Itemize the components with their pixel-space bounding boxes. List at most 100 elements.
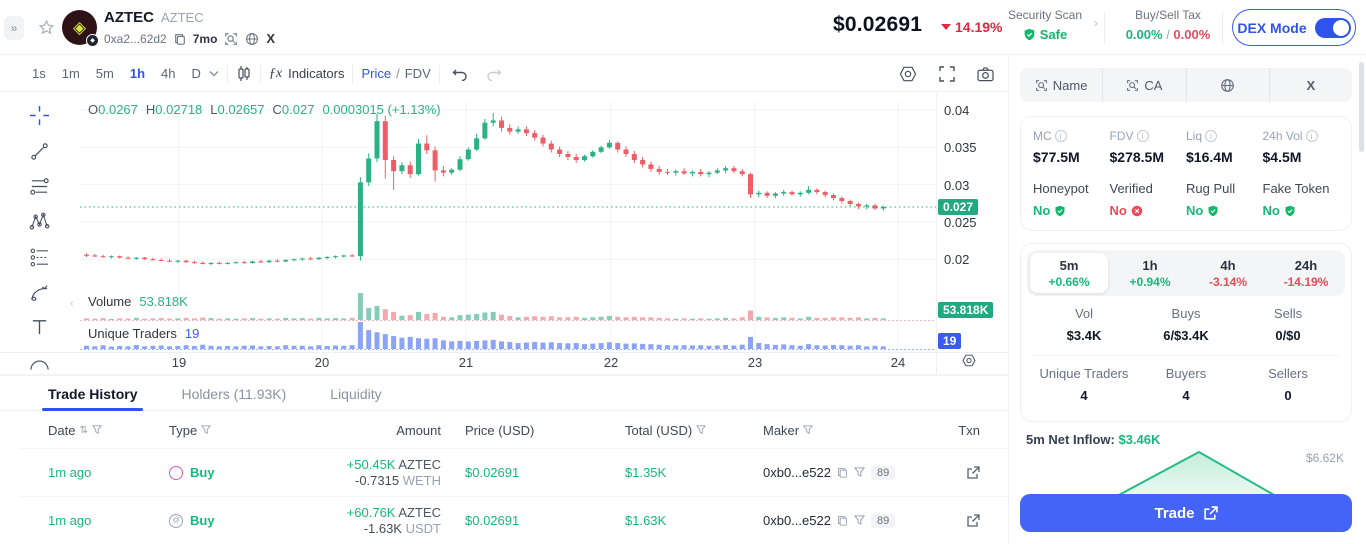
shield-check-icon bbox=[1208, 205, 1218, 216]
timeframe-1h[interactable]: 1h bbox=[129, 66, 146, 81]
table-row[interactable]: 1m ago @ Buy +60.76K AZTEC -1.63K USDT $0… bbox=[20, 496, 1008, 544]
chart-region: ‹ O0.0267 H0.02718 L0.02657 C0.027 0.000… bbox=[0, 93, 1008, 374]
timeframe-4h[interactable]: 4h bbox=[161, 66, 176, 81]
copy-icon[interactable] bbox=[837, 515, 848, 526]
dex-mode-toggle[interactable]: DEX Mode bbox=[1232, 9, 1356, 46]
tab-holders[interactable]: Holders (11.93K) bbox=[181, 386, 287, 402]
search-by-name-button[interactable]: Name bbox=[1020, 68, 1102, 102]
sort-icon[interactable]: ⇅ bbox=[79, 424, 88, 436]
dex-ring-icon: @ bbox=[169, 513, 183, 528]
timeframe-dropdown-icon[interactable] bbox=[209, 70, 219, 77]
fib-lines-tool-icon[interactable] bbox=[27, 176, 51, 197]
bottom-tabs: Trade History Holders (11.93K) Liquidity bbox=[0, 378, 1008, 411]
col-price: Price (USD) bbox=[465, 422, 535, 438]
sidebar-search-segments: Name CA X bbox=[1020, 68, 1352, 102]
col-date[interactable]: Date ⇅ bbox=[48, 423, 161, 438]
col-maker[interactable]: Maker bbox=[741, 423, 951, 438]
stat-liq: Liq i $16.4M bbox=[1186, 129, 1233, 165]
volume-pane-label: Volume 53.818K bbox=[88, 294, 188, 309]
external-link-icon[interactable] bbox=[966, 513, 980, 528]
filter-funnel-icon[interactable] bbox=[853, 467, 865, 478]
volume-badge: 53.818K bbox=[938, 302, 994, 318]
website-globe-icon[interactable] bbox=[245, 32, 259, 46]
tf-24h[interactable]: 24h -14.19% bbox=[1283, 257, 1329, 289]
down-triangle-icon bbox=[941, 24, 951, 30]
website-globe-button[interactable] bbox=[1185, 68, 1269, 102]
filter-funnel-icon[interactable] bbox=[803, 425, 814, 435]
timeframe-5m[interactable]: 5m bbox=[95, 66, 114, 81]
candle-style-icon[interactable] bbox=[236, 65, 252, 83]
scan-search-icon[interactable] bbox=[224, 32, 238, 46]
tab-trade-history[interactable]: Trade History bbox=[41, 378, 145, 411]
axis-settings-gear-icon[interactable] bbox=[962, 354, 976, 367]
filter-funnel-icon[interactable] bbox=[853, 515, 865, 526]
header: » ◈ ◆ AZTEC AZTEC 0xa2...62d2 7mo X $0.02… bbox=[0, 0, 1366, 55]
price-tick: 0.025 bbox=[944, 215, 977, 230]
indicators-button[interactable]: ƒx Indicators bbox=[268, 65, 345, 82]
filter-funnel-icon[interactable] bbox=[201, 425, 212, 435]
fullscreen-icon[interactable] bbox=[939, 66, 955, 82]
traders-pane-label: Unique Traders 19 bbox=[88, 326, 200, 341]
filter-funnel-icon[interactable] bbox=[696, 425, 707, 435]
x-axis-label: 23 bbox=[747, 355, 763, 370]
tab-liquidity[interactable]: Liquidity bbox=[330, 386, 382, 402]
scrollbar-thumb[interactable] bbox=[1359, 62, 1364, 152]
col-total[interactable]: Total (USD) bbox=[601, 423, 741, 438]
timeframe-1s[interactable]: 1s bbox=[32, 66, 46, 81]
shapes-tool-icon[interactable] bbox=[27, 353, 51, 374]
trade-total: $1.63K bbox=[625, 513, 667, 528]
trend-line-tool-icon[interactable] bbox=[27, 140, 51, 161]
x-axis-label: 19 bbox=[171, 355, 187, 370]
maker-address[interactable]: 0xb0...e522 bbox=[763, 513, 831, 528]
redo-icon[interactable] bbox=[486, 67, 502, 81]
maker-address[interactable]: 0xb0...e522 bbox=[763, 465, 831, 480]
twitter-x-icon[interactable]: X bbox=[266, 31, 276, 46]
rail-collapse-icon[interactable]: ‹ bbox=[70, 298, 74, 310]
screenshot-camera-icon[interactable] bbox=[977, 66, 994, 82]
undo-icon[interactable] bbox=[452, 67, 468, 81]
copy-address-icon[interactable] bbox=[174, 33, 186, 45]
info-icon[interactable]: i bbox=[1205, 130, 1218, 142]
txn-cell bbox=[951, 465, 1008, 480]
col-type[interactable]: Type bbox=[161, 423, 276, 438]
position-tool-icon[interactable] bbox=[27, 247, 51, 268]
chart-settings-icon[interactable] bbox=[899, 66, 917, 82]
x-axis-label: 22 bbox=[603, 355, 619, 370]
external-link-icon[interactable] bbox=[966, 465, 980, 480]
info-icon[interactable]: i bbox=[1136, 130, 1149, 142]
activity-card: 5m +0.66% 1h +0.94% 4h -3.14% 24h -14.19… bbox=[1020, 243, 1352, 422]
filter-funnel-icon[interactable] bbox=[91, 425, 102, 435]
price-tick: 0.02 bbox=[944, 252, 970, 267]
search-by-ca-button[interactable]: CA bbox=[1102, 68, 1185, 102]
trade-button[interactable]: Trade bbox=[1020, 494, 1352, 532]
price-mode-button[interactable]: Price bbox=[361, 66, 392, 81]
security-scan-block[interactable]: Security Scan Safe › bbox=[1000, 8, 1098, 42]
fdv-mode-button[interactable]: FDV bbox=[404, 66, 431, 81]
timeframe-1m[interactable]: 1m bbox=[61, 66, 80, 81]
scan-search-icon bbox=[1127, 79, 1139, 91]
brush-tool-icon[interactable] bbox=[27, 282, 51, 303]
table-row[interactable]: 1m ago Buy +50.45K AZTEC -0.7315 WETH $0… bbox=[20, 448, 1008, 496]
token-address[interactable]: 0xa2...62d2 bbox=[104, 31, 167, 46]
info-icon[interactable]: i bbox=[1305, 130, 1318, 142]
shield-check-icon bbox=[1055, 205, 1065, 216]
xabcd-pattern-tool-icon[interactable] bbox=[27, 211, 51, 232]
toggle-switch[interactable] bbox=[1314, 17, 1351, 38]
crosshair-tool-icon[interactable] bbox=[27, 105, 51, 126]
drawing-tools-rail bbox=[0, 93, 78, 374]
twitter-x-button[interactable]: X bbox=[1268, 68, 1352, 102]
trade-time: 1m ago bbox=[48, 513, 92, 528]
trade-amount: +60.76K AZTEC -1.63K USDT bbox=[346, 504, 441, 536]
tf-5m[interactable]: 5m +0.66% bbox=[1030, 253, 1108, 293]
vol-stat: Vol $3.4K bbox=[1066, 306, 1102, 343]
sidebar-expand-button[interactable]: » bbox=[4, 16, 24, 40]
favorite-star-icon[interactable] bbox=[38, 19, 55, 36]
text-tool-icon[interactable] bbox=[27, 317, 51, 338]
copy-icon[interactable] bbox=[837, 467, 848, 478]
candlestick-chart-canvas[interactable] bbox=[0, 93, 1008, 374]
tf-1h[interactable]: 1h +0.94% bbox=[1129, 257, 1171, 289]
tf-4h[interactable]: 4h -3.14% bbox=[1208, 257, 1248, 289]
timeframe-1d[interactable]: D bbox=[191, 66, 201, 81]
info-icon[interactable]: i bbox=[1054, 130, 1067, 142]
